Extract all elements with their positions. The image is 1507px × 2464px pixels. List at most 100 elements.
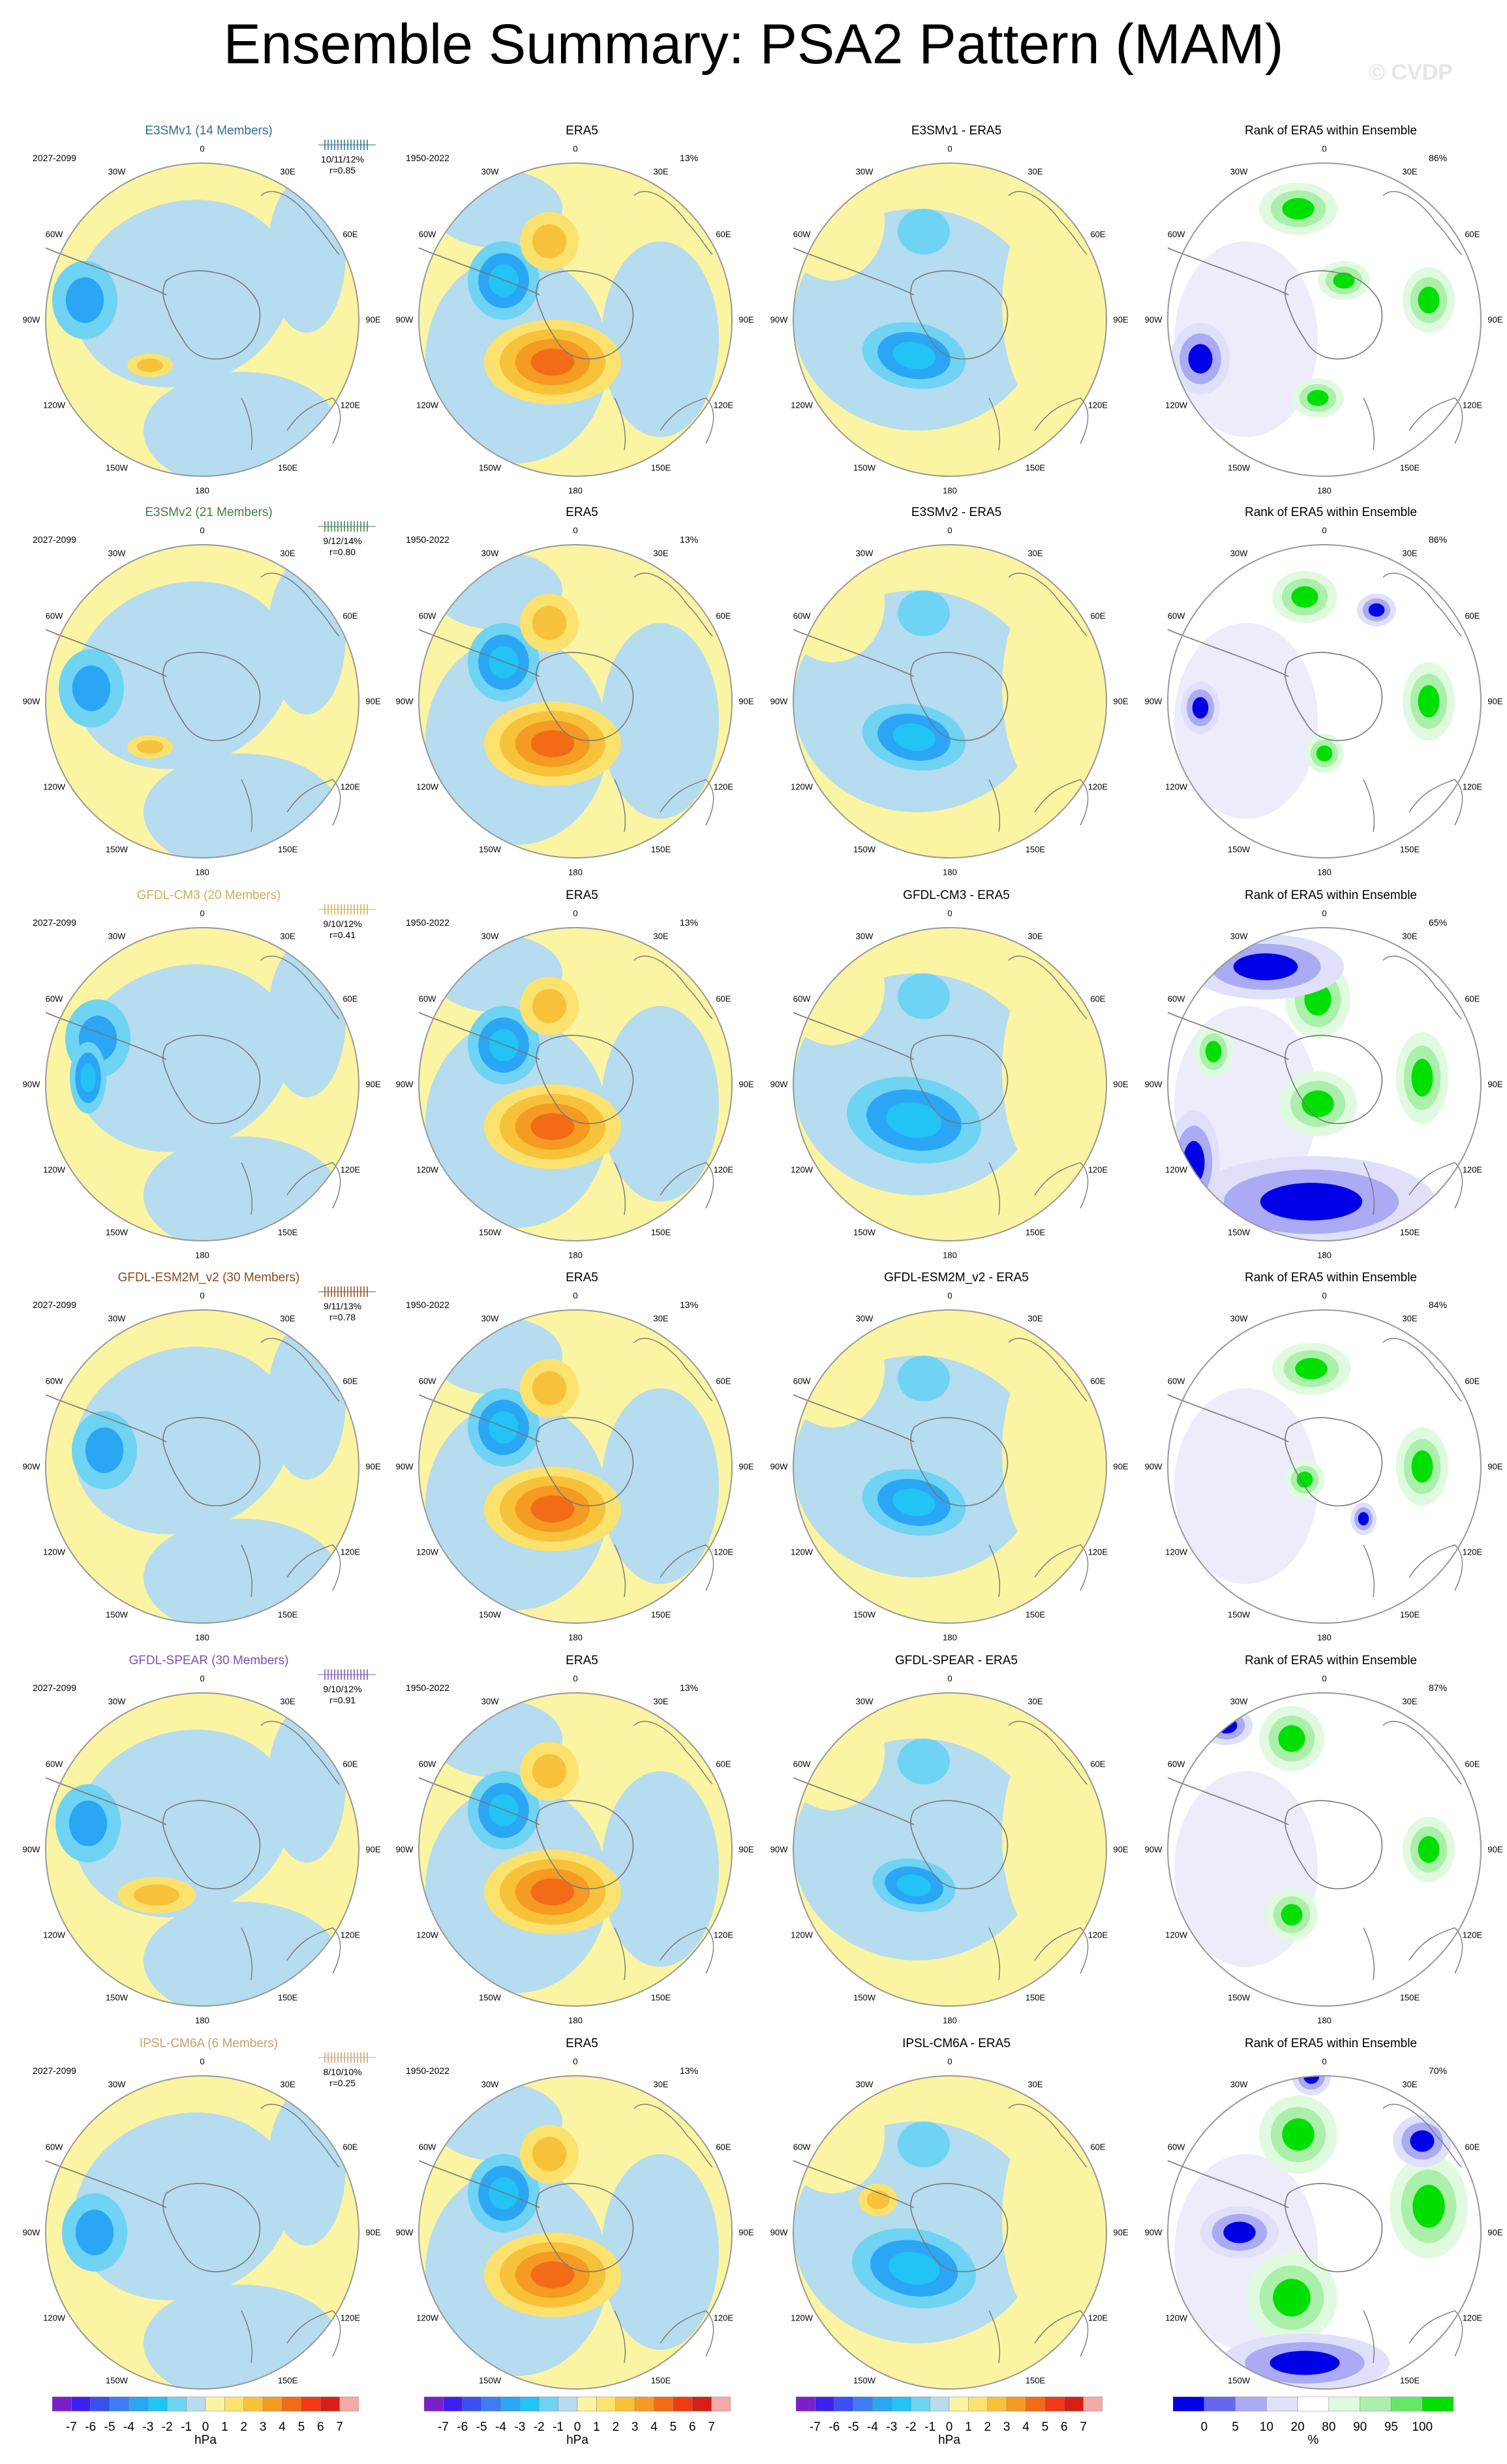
longitude-label: 30E (1028, 1313, 1043, 1324)
new-zealand-coastline (1363, 1162, 1375, 1215)
longitude-label: 90E (1113, 1844, 1129, 1855)
colorbar-tick-label: 0 (573, 2420, 581, 2434)
model-title: E3SMv2 (21 Members) (145, 506, 273, 519)
period-label: 2027-2099 (33, 153, 76, 163)
period-label: 1950-2022 (406, 1300, 449, 1310)
longitude-label: 0 (200, 1673, 205, 1684)
longitude-label: 0 (1322, 1673, 1327, 1684)
colorbar-tick-label: -3 (142, 2420, 154, 2434)
south-america-coastline (793, 2160, 915, 2208)
longitude-label: 0 (947, 144, 952, 154)
longitude-label: 180 (195, 1632, 209, 1643)
longitude-label: 60E (342, 611, 358, 621)
africa-coastline (1382, 191, 1462, 255)
longitude-label: 120E (713, 1930, 734, 1940)
colorbar-swatch (815, 2396, 834, 2412)
new-zealand-coastline (241, 2310, 253, 2364)
colorbar-swatch (834, 2396, 854, 2412)
longitude-label: 90W (1144, 1079, 1163, 1089)
colorbar-tick-label: -6 (457, 2420, 468, 2434)
colorbar-tick-label: 0 (202, 2420, 209, 2434)
longitude-label: 120W (1165, 2313, 1188, 2323)
map-field (46, 1310, 359, 1623)
map-field (793, 2076, 1106, 2389)
colorbar-tick-label: 6 (316, 2420, 324, 2434)
longitude-label: 150E (277, 1227, 298, 1238)
new-zealand-coastline (614, 1544, 626, 1598)
colorbar-tick-label: 2 (612, 2420, 620, 2434)
colorbar-swatch (186, 2396, 206, 2412)
contour-region (267, 176, 346, 333)
map-border (45, 162, 359, 477)
longitude-label: 90E (738, 1079, 754, 1089)
contour-region (134, 1884, 179, 1906)
longitude-label: 150W (1228, 1609, 1250, 1620)
rank-percent: 86% (1429, 153, 1448, 163)
colorbar-units: % (1307, 2433, 1319, 2447)
colorbar-swatch (301, 2396, 321, 2412)
colorbar-tick-label: 6 (688, 2420, 696, 2434)
antarctica-coastline (536, 652, 634, 742)
colorbar-tick-label: 0 (945, 2420, 953, 2434)
longitude-label: 120E (1088, 782, 1108, 792)
longitude-label: 150W (479, 1227, 501, 1238)
longitude-label: 180 (195, 867, 209, 877)
colorbar-swatch (1006, 2396, 1026, 2412)
longitude-label: 120W (791, 2313, 814, 2323)
contour-region (530, 1878, 575, 1906)
colorbar-swatch (443, 2396, 463, 2412)
south-america-coastline (793, 629, 915, 677)
new-zealand-coastline (614, 779, 626, 832)
longitude-label: 30W (1230, 931, 1248, 941)
rank-title: Rank of ERA5 within Ensemble (1244, 1654, 1417, 1667)
longitude-label: 90W (395, 314, 414, 325)
south-america-coastline (793, 1777, 915, 1825)
longitude-label: 120E (1462, 2313, 1483, 2323)
longitude-label: 150W (106, 1992, 128, 2003)
map-field (793, 1693, 1106, 2006)
variance-stats: 9/10/12% r=0.91 (307, 1684, 378, 1706)
new-zealand-coastline (988, 397, 1001, 451)
colorbar-tick-label: 10 (1259, 2420, 1273, 2434)
contour-region (1270, 2350, 1340, 2375)
colorbar-swatch (987, 2396, 1007, 2412)
longitude-label: 120W (43, 1930, 66, 1940)
south-america-coastline (45, 247, 167, 296)
longitude-label: 30E (1402, 931, 1418, 941)
contour-region (530, 730, 575, 757)
south-america-coastline (45, 2160, 167, 2208)
south-america-coastline (1167, 1012, 1289, 1060)
longitude-label: 60E (342, 2142, 358, 2152)
map-border (793, 544, 1107, 859)
longitude-label: 150W (479, 2375, 501, 2386)
longitude-label: 90E (365, 2227, 381, 2238)
longitude-label: 120W (416, 782, 439, 792)
longitude-label: 120W (791, 1930, 814, 1940)
longitude-label: 30E (653, 166, 669, 177)
south-america-coastline (1167, 1777, 1289, 1825)
longitude-label: 30E (280, 166, 296, 177)
south-america-coastline (418, 247, 540, 296)
colorbar-tick-label: 2 (240, 2420, 248, 2434)
contour-region (1418, 286, 1440, 314)
longitude-label: 90E (1113, 314, 1129, 325)
contour-region (601, 623, 719, 819)
contour-region (85, 1427, 124, 1473)
longitude-label: 120E (340, 2313, 361, 2323)
map-border (418, 162, 733, 477)
obs-title: ERA5 (566, 1654, 598, 1667)
contour-region (1188, 344, 1213, 374)
africa-coastline (260, 2104, 340, 2168)
polar-map (45, 2075, 359, 2390)
longitude-label: 90E (1113, 1461, 1129, 1472)
longitude-label: 120W (43, 2313, 66, 2323)
longitude-label: 150E (1025, 2375, 1046, 2386)
pattern-correlation: r=0.25 (329, 2078, 356, 2088)
longitude-label: 30E (1028, 1696, 1043, 1707)
map-border (418, 927, 733, 1241)
map-border (45, 1309, 359, 1624)
longitude-label: 120E (340, 1164, 361, 1175)
polar-map (418, 1692, 733, 2007)
longitude-label: 0 (573, 1290, 578, 1301)
australia-coastline (1034, 397, 1089, 444)
